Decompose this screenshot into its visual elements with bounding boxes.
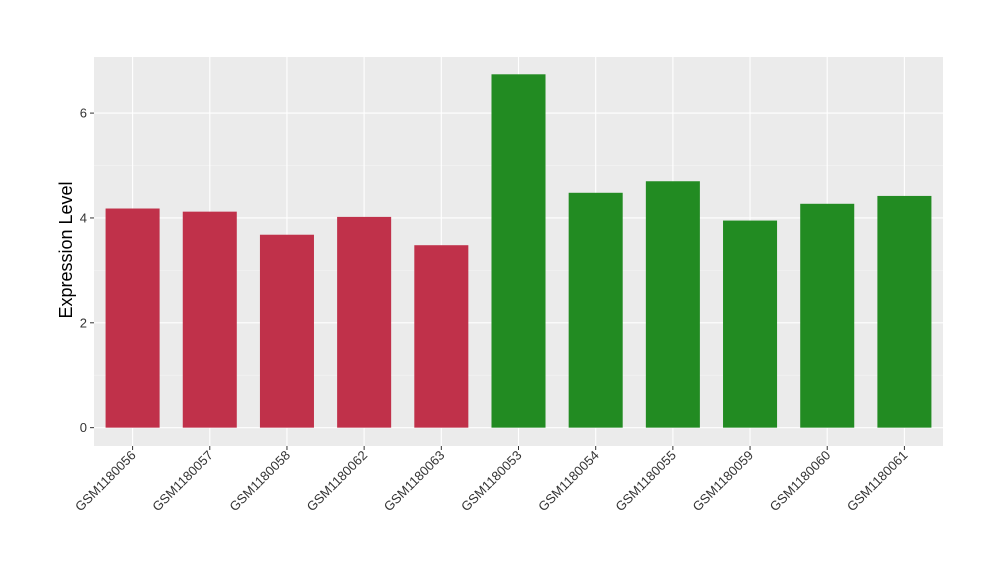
bar-gsm1180054 (568, 192, 623, 428)
x-tick-label: GSM1180062 (304, 448, 371, 515)
y-axis: 0 2 4 6 (80, 106, 94, 435)
x-tick-label: GSM1180063 (381, 448, 448, 515)
x-tick-label: GSM1180061 (844, 448, 911, 515)
y-tick-label: 4 (80, 210, 87, 225)
bar-gsm1180063 (414, 245, 469, 428)
x-tick-label: GSM1180055 (612, 448, 679, 515)
bar-gsm1180061 (877, 195, 932, 428)
x-tick-label: GSM1180057 (149, 448, 216, 515)
bar-gsm1180055 (645, 181, 700, 428)
x-tick-label: GSM1180053 (458, 448, 525, 515)
y-tick-label: 2 (80, 315, 87, 330)
y-axis-title: Expression Level (56, 181, 76, 318)
bar-gsm1180060 (800, 203, 855, 428)
x-tick-label: GSM1180058 (226, 448, 293, 515)
bars (105, 74, 932, 428)
bar-gsm1180062 (337, 216, 392, 428)
bar-gsm1180056 (105, 208, 160, 428)
bar-gsm1180057 (182, 211, 237, 428)
x-tick-label: GSM1180054 (535, 448, 602, 515)
x-axis: GSM1180056 GSM1180057 GSM1180058 GSM1180062… (72, 446, 911, 515)
y-tick-label: 0 (80, 420, 87, 435)
x-tick-label: GSM1180056 (72, 448, 139, 515)
bar-gsm1180053 (491, 74, 546, 428)
x-tick-label: GSM1180060 (767, 448, 834, 515)
x-tick-label: GSM1180059 (690, 448, 757, 515)
bar-gsm1180059 (723, 220, 778, 428)
y-tick-label: 6 (80, 106, 87, 121)
bar-gsm1180058 (259, 234, 314, 428)
